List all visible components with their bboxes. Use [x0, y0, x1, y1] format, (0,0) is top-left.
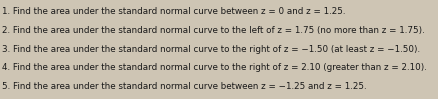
Text: 4. Find the area under the standard normal curve to the right of z = 2.10 (great: 4. Find the area under the standard norm…	[2, 63, 426, 72]
Text: 3. Find the area under the standard normal curve to the right of z = −1.50 (at l: 3. Find the area under the standard norm…	[2, 45, 419, 54]
Text: 2. Find the area under the standard normal curve to the left of z = 1.75 (no mor: 2. Find the area under the standard norm…	[2, 26, 424, 35]
Text: 1. Find the area under the standard normal curve between z = 0 and z = 1.25.: 1. Find the area under the standard norm…	[2, 7, 345, 16]
Text: 5. Find the area under the standard normal curve between z = −1.25 and z = 1.25.: 5. Find the area under the standard norm…	[2, 82, 366, 91]
